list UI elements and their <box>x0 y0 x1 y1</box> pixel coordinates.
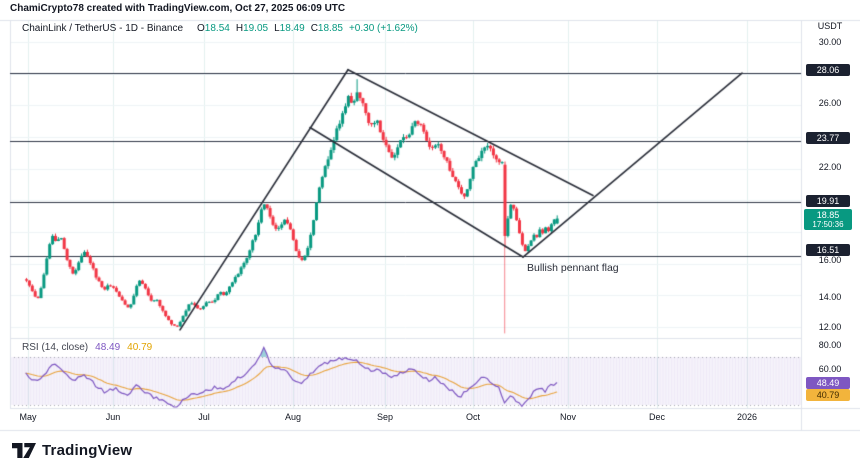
rsi-indicator-label[interactable]: RSI (14, close) 48.49 40.79 <box>22 342 152 353</box>
time-label-aug[interactable]: Aug <box>284 412 302 422</box>
level-badge-16-51[interactable]: 16.51 <box>806 244 850 256</box>
rsi-tick-80: 80.00 <box>818 340 842 350</box>
rsi-value: 48.49 <box>95 342 121 353</box>
price-tick-22: 22.00 <box>818 162 842 172</box>
open-value: 18.54 <box>204 23 230 34</box>
price-tick-16: 16.00 <box>818 255 842 265</box>
rsi-value-badge[interactable]: 48.49 <box>806 377 850 389</box>
price-tick-12: 12.00 <box>818 322 842 332</box>
high-label: H <box>235 23 244 34</box>
time-label-nov[interactable]: Nov <box>559 412 577 422</box>
rsi-tick-60: 60.00 <box>818 364 842 374</box>
low-value: 18.49 <box>279 23 305 34</box>
axis-currency-label: USDT <box>817 21 843 31</box>
time-label-dec[interactable]: Dec <box>648 412 666 422</box>
time-label-may[interactable]: May <box>19 412 37 422</box>
price-tick-30: 30.00 <box>818 37 842 47</box>
rsi-ma-value: 40.79 <box>127 342 153 353</box>
rsi-ma-value-badge[interactable]: 40.79 <box>806 389 850 401</box>
tradingview-logo-icon <box>12 442 36 459</box>
bar-countdown: 17:50:36 <box>812 220 844 229</box>
close-value: 18.85 <box>317 23 343 34</box>
symbol-title[interactable]: ChainLink / TetherUS - 1D - Binance <box>22 23 184 34</box>
low-label: L <box>274 23 280 34</box>
time-label-oct[interactable]: Oct <box>465 412 481 422</box>
time-label-sep[interactable]: Sep <box>376 412 394 422</box>
pennant-annotation[interactable]: Bullish pennant flag <box>527 262 619 274</box>
tradingview-logo-text: TradingView <box>42 442 133 459</box>
attribution-text: ChamiCrypto78 created with TradingView.c… <box>10 3 346 14</box>
time-label-jul[interactable]: Jul <box>198 412 210 422</box>
level-badge-28-06[interactable]: 28.06 <box>806 64 850 76</box>
change-value: +0.30 (+1.62%) <box>348 23 418 34</box>
high-value: 19.05 <box>243 23 269 34</box>
time-label-2026[interactable]: 2026 <box>736 412 758 422</box>
price-tick-14: 14.00 <box>818 292 842 302</box>
level-badge-23-77[interactable]: 23.77 <box>806 132 850 144</box>
last-price-value: 18.85 <box>816 210 840 220</box>
open-label: O <box>197 23 205 34</box>
level-badge-19-91[interactable]: 19.91 <box>806 195 850 207</box>
symbol-info-line[interactable]: ChainLink / TetherUS - 1D - Binance O18.5… <box>22 23 418 34</box>
rsi-label-text: RSI (14, close) <box>22 342 89 353</box>
price-tick-26: 26.00 <box>818 98 842 108</box>
tradingview-footer: TradingView <box>0 435 860 466</box>
last-price-badge[interactable]: 18.85 17:50:36 <box>804 209 852 230</box>
time-label-jun[interactable]: Jun <box>105 412 121 422</box>
close-label: C <box>310 23 318 34</box>
tradingview-logo[interactable]: TradingView <box>12 442 132 459</box>
